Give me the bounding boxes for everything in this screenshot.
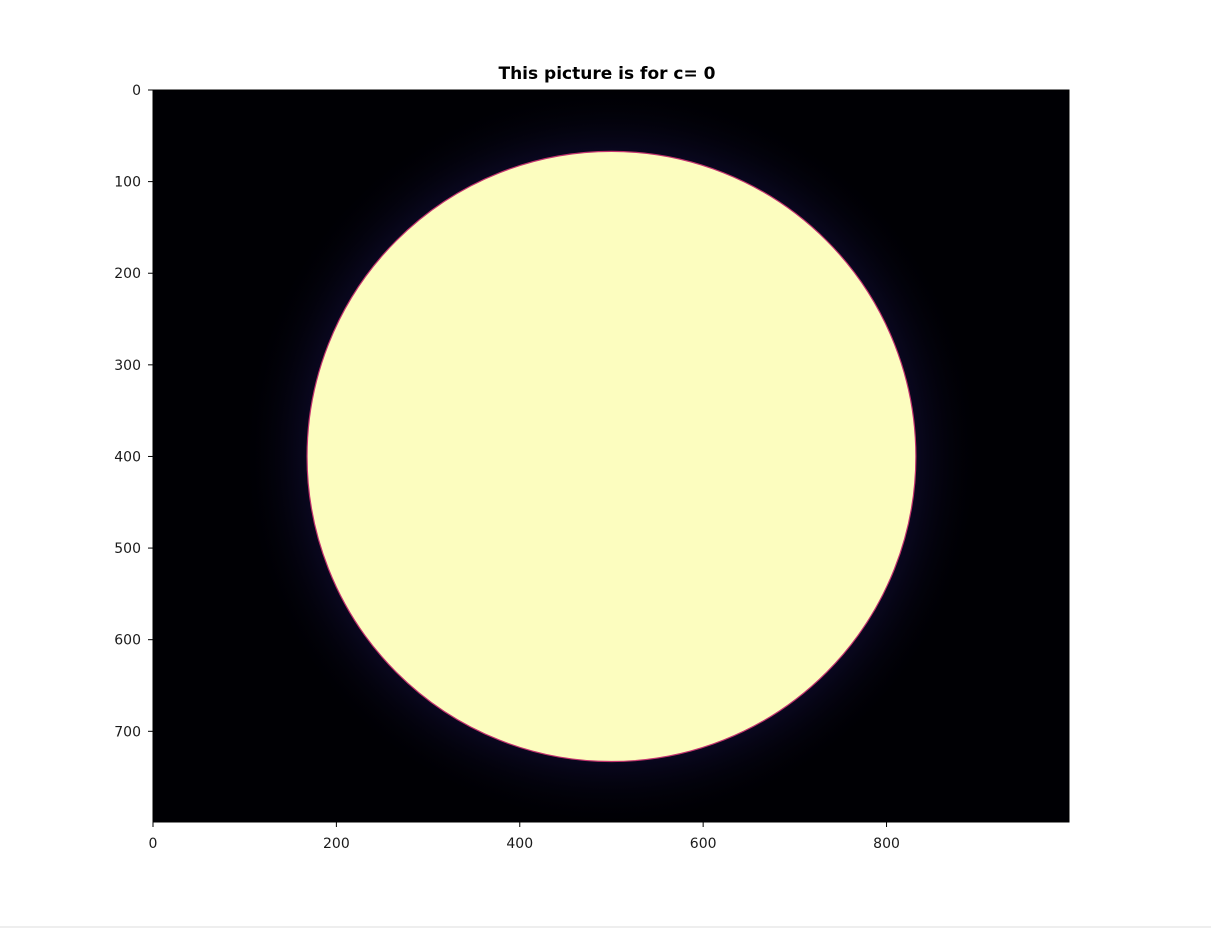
x-tick-label: 0 — [149, 836, 158, 852]
bright-disc — [306, 150, 917, 763]
plot-area — [153, 90, 1069, 822]
x-tick-label: 800 — [873, 836, 900, 852]
x-tick-label: 600 — [690, 836, 717, 852]
chart-title: This picture is for c= 0 — [498, 64, 715, 84]
x-tick-label: 200 — [323, 836, 350, 852]
y-tick-label: 600 — [114, 633, 141, 649]
y-tick-label: 700 — [114, 724, 141, 740]
y-axis: 0 100 200 300 400 500 600 700 — [114, 83, 153, 740]
x-axis: 0 200 400 600 800 — [149, 822, 900, 852]
y-tick-label: 500 — [114, 541, 141, 557]
y-tick-label: 300 — [114, 358, 141, 374]
y-tick-label: 400 — [114, 449, 141, 465]
y-tick-label: 200 — [114, 266, 141, 282]
bottom-divider — [0, 926, 1211, 928]
y-tick-label: 100 — [114, 175, 141, 191]
x-tick-label: 400 — [506, 836, 533, 852]
y-tick-label: 0 — [132, 83, 141, 99]
